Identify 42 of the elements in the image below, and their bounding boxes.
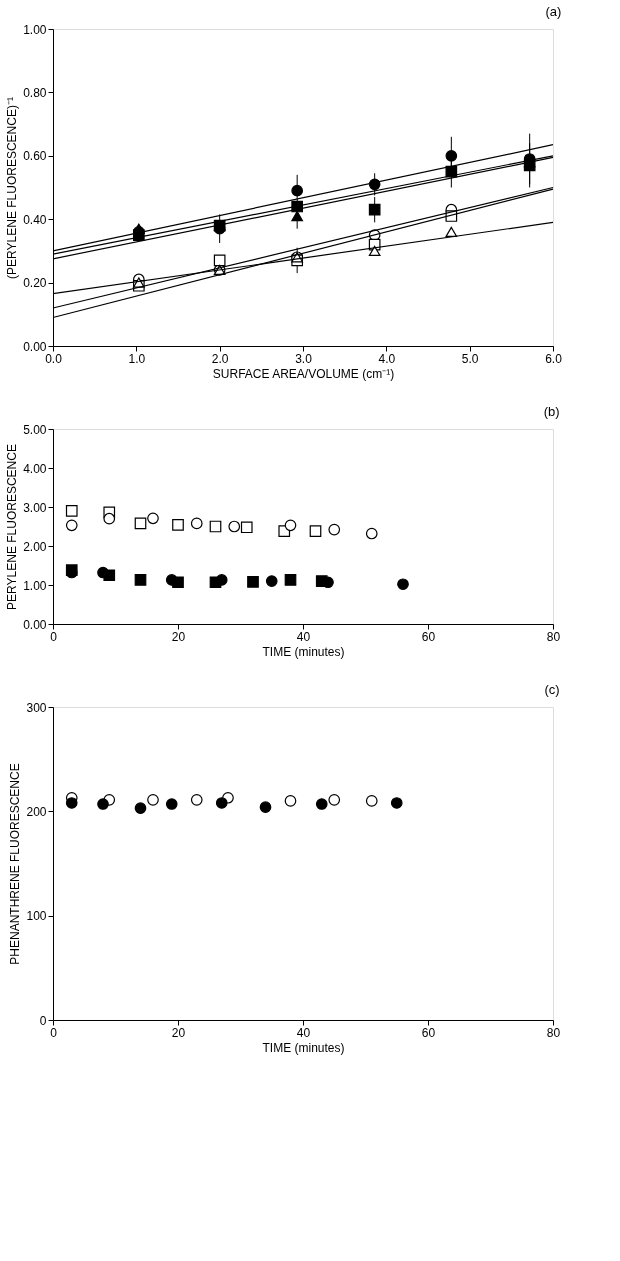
x-tick-label: 1.0 — [128, 351, 146, 366]
y-tick-label: 0 — [39, 1013, 47, 1028]
y-tick-label: 0.00 — [23, 339, 47, 354]
y-tick-label: 0.80 — [23, 85, 47, 100]
chart-title: (b) — [543, 404, 560, 419]
x-tick-label: 0 — [50, 629, 58, 644]
x-tick-label: 60 — [421, 629, 436, 644]
x-tick-label: 5.0 — [461, 351, 479, 366]
x-axis-title: TIME (minutes) — [262, 1040, 345, 1055]
x-tick-label: 6.0 — [545, 351, 563, 366]
x-tick-label: 80 — [546, 1025, 561, 1040]
x-tick-label: 20 — [171, 1025, 186, 1040]
y-tick-label: 200 — [26, 804, 47, 819]
y-tick-label: 300 — [26, 700, 47, 715]
y-axis-title: PHENANTHRENE FLUORESCENCE — [8, 763, 23, 965]
x-tick-label: 20 — [171, 629, 186, 644]
y-tick-label: 0.00 — [23, 617, 47, 632]
y-tick-label: 3.00 — [23, 500, 47, 515]
x-tick-label: 80 — [546, 629, 561, 644]
y-tick-label: 4.00 — [23, 461, 47, 476]
chart-title: (c) — [544, 682, 560, 697]
y-axis-title: PERYLENE FLUORESCENCE — [5, 444, 20, 610]
y-tick-label: 100 — [26, 909, 47, 924]
y-tick-label: 2.00 — [23, 539, 47, 554]
x-tick-label: 40 — [296, 629, 311, 644]
x-axis-title: SURFACE AREA/VOLUME (cm⁻¹) — [212, 366, 395, 381]
y-tick-label: 0.20 — [23, 276, 47, 291]
y-tick-label: 0.60 — [23, 149, 47, 164]
x-axis-title: TIME (minutes) — [262, 644, 345, 659]
y-axis-title: (PERYLENE FLUORESCENCE)⁻¹ — [5, 97, 20, 279]
x-tick-label: 4.0 — [378, 351, 396, 366]
x-tick-label: 0 — [50, 1025, 58, 1040]
y-tick-label: 1.00 — [23, 22, 47, 37]
y-tick-label: 0.40 — [23, 212, 47, 227]
x-tick-label: 60 — [421, 1025, 436, 1040]
x-tick-label: 0.0 — [45, 351, 63, 366]
x-tick-label: 2.0 — [211, 351, 229, 366]
chart-title: (a) — [545, 4, 562, 19]
y-tick-label: 1.00 — [23, 578, 47, 593]
x-tick-label: 3.0 — [295, 351, 313, 366]
x-tick-label: 40 — [296, 1025, 311, 1040]
y-tick-label: 5.00 — [23, 422, 47, 437]
